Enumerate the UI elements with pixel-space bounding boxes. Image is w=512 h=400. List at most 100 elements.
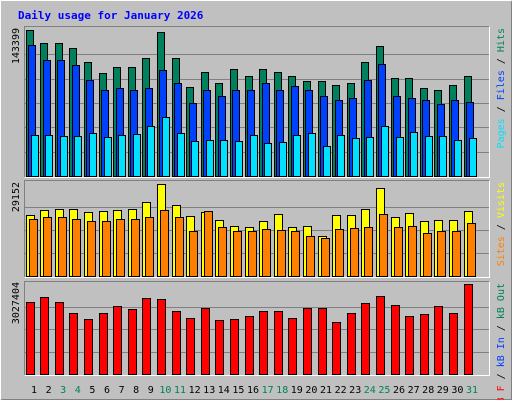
bar <box>172 311 181 375</box>
bar <box>72 219 81 277</box>
x-tick-label: 7 <box>119 385 125 396</box>
bar <box>279 142 287 177</box>
bar <box>264 143 272 177</box>
bar <box>437 231 446 277</box>
x-tick-label: 22 <box>335 385 347 396</box>
legend: kB F / kB In / kB Out <box>496 283 507 400</box>
bar <box>318 308 327 375</box>
bar <box>60 136 68 177</box>
bar <box>321 238 330 277</box>
bar <box>233 231 242 277</box>
bar <box>204 211 213 277</box>
bar <box>175 217 184 277</box>
bar <box>186 318 195 375</box>
bar <box>215 320 224 375</box>
bar <box>379 214 388 277</box>
bar <box>396 137 404 177</box>
bar <box>308 133 316 177</box>
bar <box>84 319 93 375</box>
y-tick-label: 3027404 <box>11 282 22 324</box>
x-tick-label: 29 <box>437 385 449 396</box>
bar <box>113 306 122 375</box>
x-tick-label: 12 <box>189 385 201 396</box>
chart-title: Daily usage for January 2026 <box>18 9 204 22</box>
bar <box>235 141 243 177</box>
x-tick-label: 8 <box>133 385 139 396</box>
legend: Sites / Visits <box>496 182 507 266</box>
bar <box>335 229 344 277</box>
bar <box>74 136 82 177</box>
x-tick-label: 6 <box>104 385 110 396</box>
bar <box>142 298 151 375</box>
legend-separator: / <box>496 52 507 70</box>
x-tick-label: 26 <box>393 385 405 396</box>
bar <box>381 126 389 177</box>
bar <box>160 210 169 277</box>
bar <box>366 137 374 177</box>
x-tick-label: 31 <box>466 385 478 396</box>
bar <box>394 227 403 277</box>
bar <box>347 313 356 375</box>
panel-bevel-dark <box>24 281 490 376</box>
bar <box>102 221 111 277</box>
x-tick-label: 2 <box>46 385 52 396</box>
x-tick-label: 11 <box>174 385 186 396</box>
bar <box>220 140 228 177</box>
x-tick-label: 16 <box>247 385 259 396</box>
bar <box>306 236 315 277</box>
x-tick-label: 20 <box>305 385 317 396</box>
bar <box>277 230 286 277</box>
bar <box>58 217 67 277</box>
x-tick-label: 21 <box>320 385 332 396</box>
bar <box>423 233 432 277</box>
x-tick-label: 5 <box>89 385 95 396</box>
x-tick-label: 15 <box>232 385 244 396</box>
bar <box>69 313 78 375</box>
bar <box>206 140 214 177</box>
legend-entry: Sites <box>496 236 507 266</box>
bar <box>45 135 53 177</box>
x-tick-label: 17 <box>262 385 274 396</box>
x-tick-label: 3 <box>60 385 66 396</box>
bar <box>350 228 359 277</box>
x-tick-label: 10 <box>159 385 171 396</box>
bar <box>145 217 154 277</box>
bar <box>405 316 414 375</box>
y-tick-label: 29152 <box>11 182 22 212</box>
bar <box>376 296 385 375</box>
bar <box>425 136 433 177</box>
bar <box>177 133 185 177</box>
x-tick-label: 19 <box>291 385 303 396</box>
bar <box>391 305 400 375</box>
bar <box>104 137 112 177</box>
x-tick-label: 4 <box>75 385 81 396</box>
x-tick-label: 14 <box>218 385 230 396</box>
bar <box>452 231 461 277</box>
legend-separator: / <box>496 319 507 337</box>
panel-bevel-light <box>24 180 490 278</box>
bar <box>189 231 198 277</box>
bar <box>410 132 418 177</box>
x-tick-label: 1 <box>31 385 37 396</box>
bar <box>26 302 35 375</box>
x-tick-label: 28 <box>422 385 434 396</box>
bar <box>420 314 429 375</box>
bar <box>118 135 126 177</box>
bar <box>43 217 52 277</box>
panel-bevel-light <box>24 26 490 178</box>
bar <box>89 133 97 177</box>
bar <box>274 311 283 375</box>
bar <box>288 318 297 375</box>
bar <box>293 135 301 177</box>
bar <box>469 138 477 177</box>
bar <box>262 229 271 277</box>
x-tick-label: 25 <box>378 385 390 396</box>
bar <box>128 309 137 375</box>
bar <box>408 226 417 277</box>
x-tick-label: 27 <box>408 385 420 396</box>
bar <box>364 227 373 277</box>
bar <box>434 306 443 375</box>
legend-entry: Visits <box>496 182 507 218</box>
